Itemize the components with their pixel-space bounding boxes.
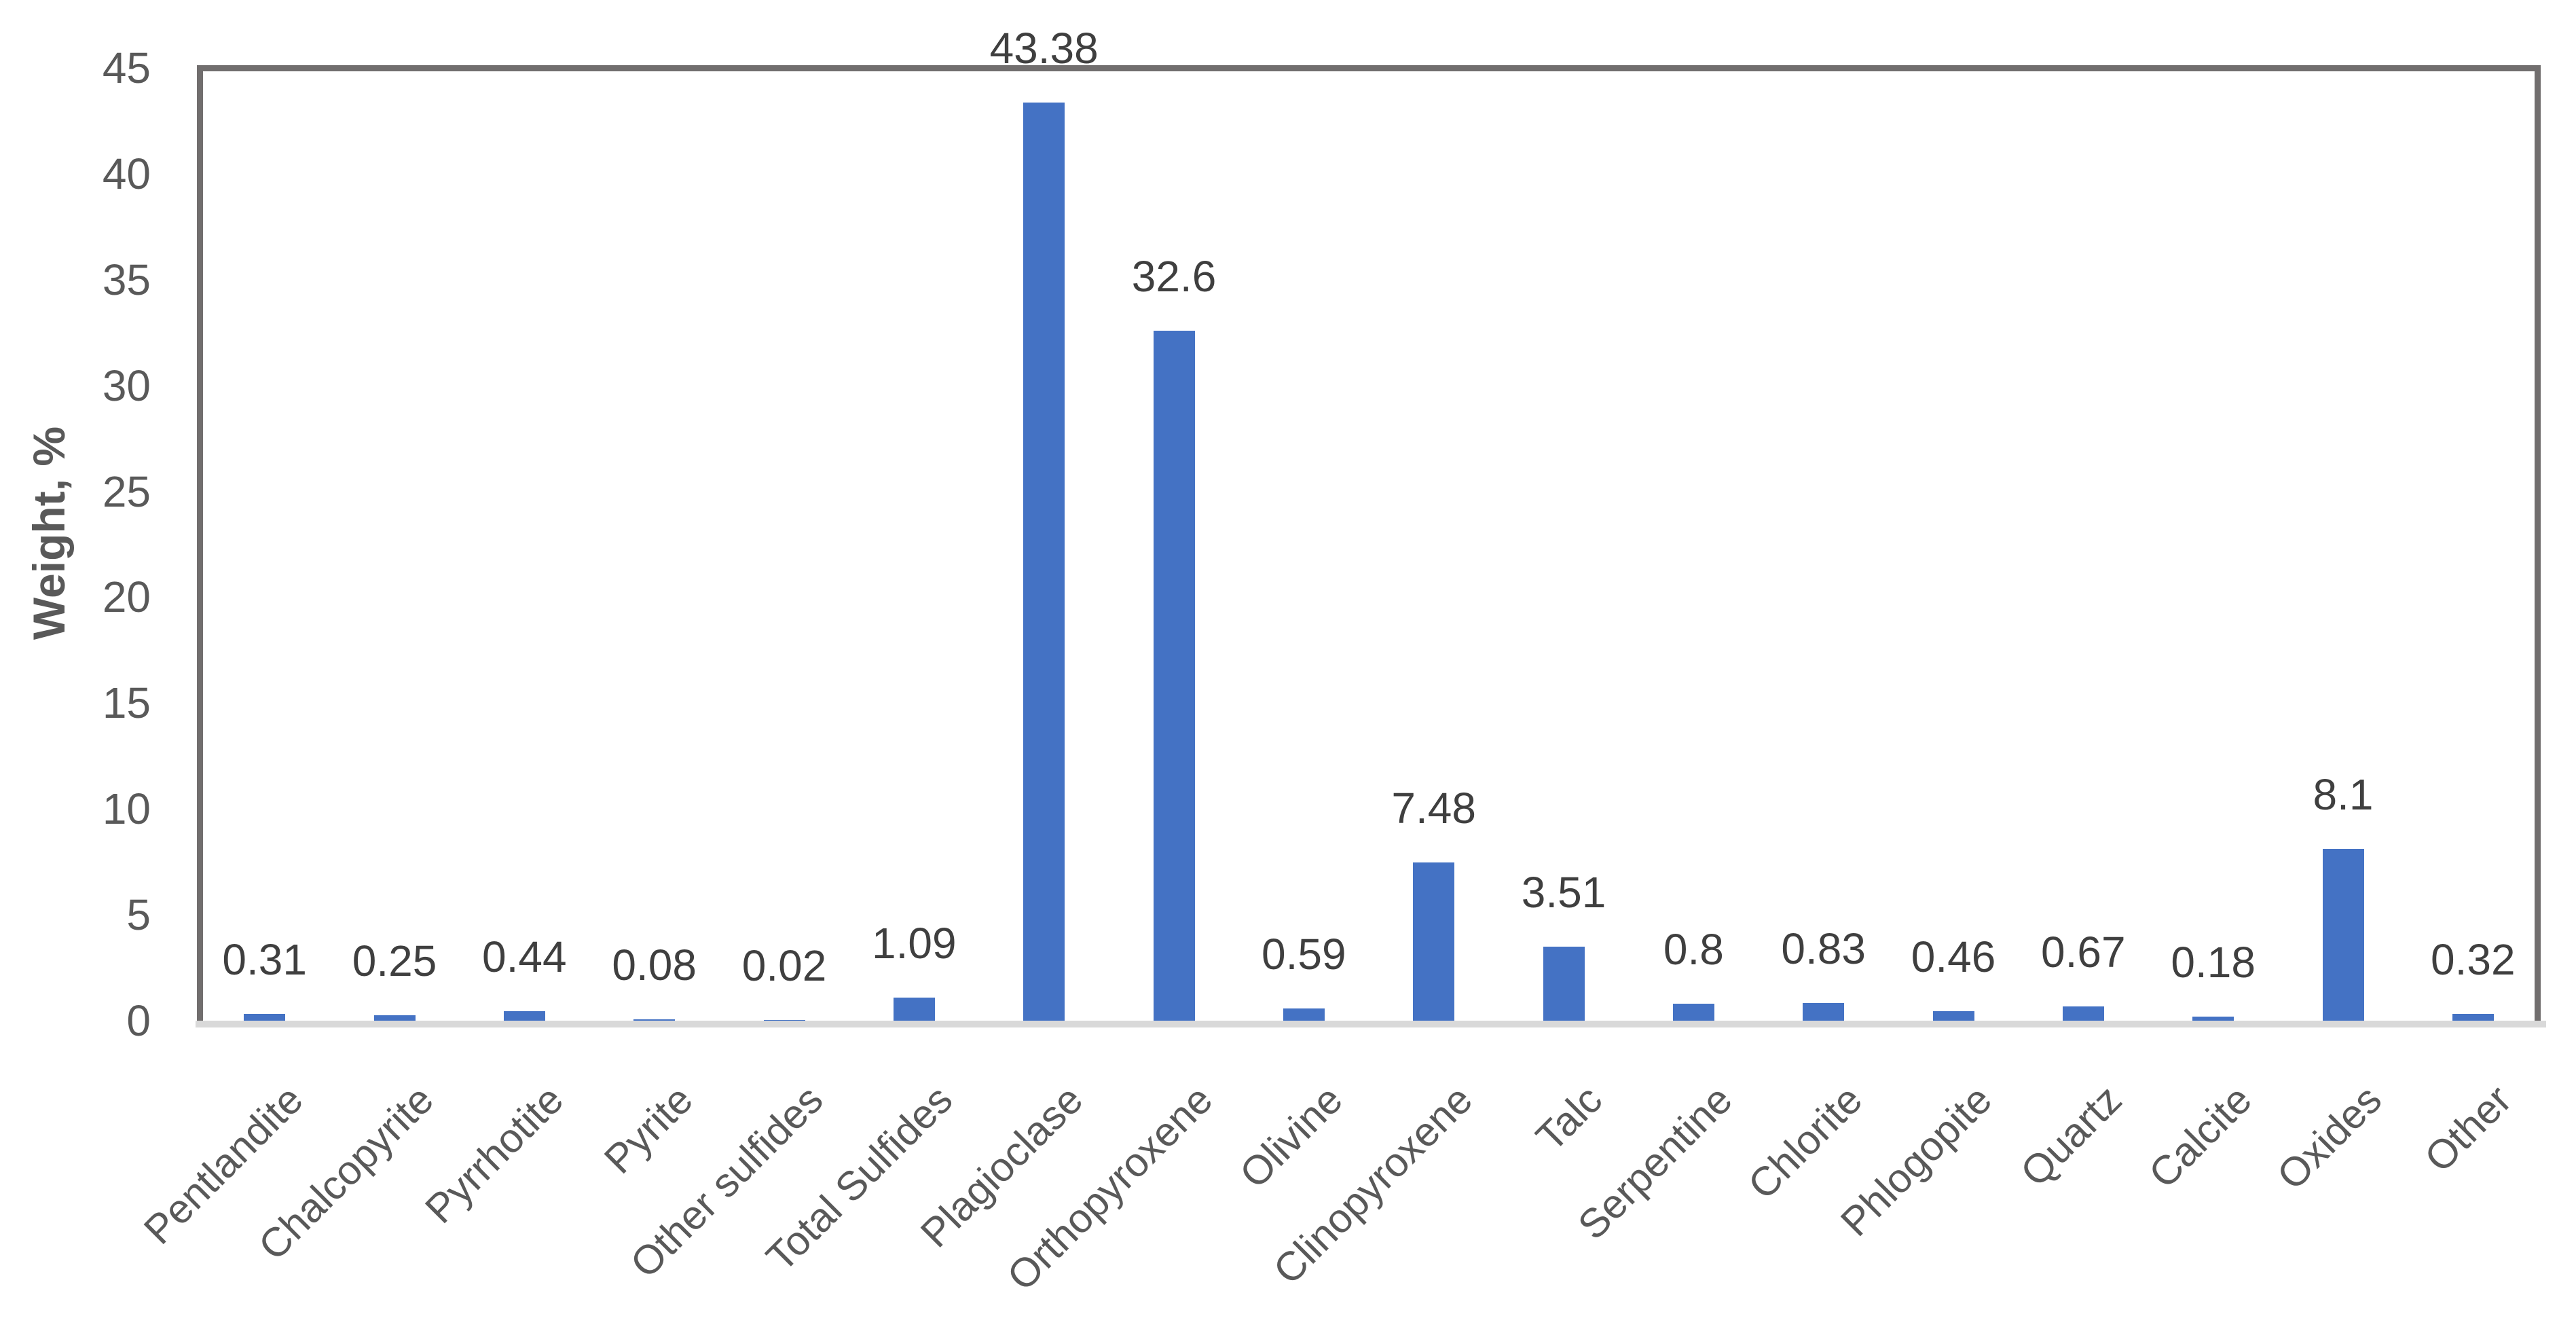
bar-pyrrhotite <box>503 1011 545 1021</box>
y-tick-label: 5 <box>126 890 151 940</box>
value-label-quartz: 0.67 <box>2041 928 2126 977</box>
value-label-chlorite: 0.83 <box>1781 924 1866 973</box>
bar-quartz <box>2062 1006 2104 1021</box>
category-label-calcite: Calcite <box>2140 1076 2261 1197</box>
value-label-plagioclase: 43.38 <box>989 24 1099 73</box>
bar-plagioclase <box>1023 103 1065 1021</box>
value-label-calcite: 0.18 <box>2171 938 2256 987</box>
y-tick-label: 0 <box>126 996 151 1045</box>
bar-chalcopyrite <box>373 1015 416 1021</box>
y-tick-label: 30 <box>102 361 151 410</box>
plot-top-border <box>197 65 2541 71</box>
bar-orthopyroxene <box>1153 331 1195 1021</box>
value-label-pyrite: 0.08 <box>612 941 697 989</box>
value-label-olivine: 0.59 <box>1262 930 1346 979</box>
value-label-phlogopite: 0.46 <box>1911 932 1996 981</box>
category-label-talc: Talc <box>1527 1076 1611 1160</box>
y-tick-label: 25 <box>102 467 151 516</box>
bar-total-sulfides <box>893 998 935 1021</box>
value-label-orthopyroxene: 32.6 <box>1131 252 1217 301</box>
plot-right-border <box>2535 65 2541 1027</box>
y-tick-label: 10 <box>102 784 151 834</box>
category-label-pyrite: Pyrite <box>595 1076 702 1183</box>
y-tick-label: 40 <box>102 149 151 198</box>
category-label-chlorite: Chlorite <box>1739 1076 1871 1208</box>
bar-phlogopite <box>1932 1011 1974 1021</box>
bar-calcite <box>2192 1017 2234 1021</box>
bar-talc <box>1543 947 1585 1021</box>
bar-pyrite <box>633 1019 676 1021</box>
bar-oxides <box>2322 849 2364 1021</box>
value-label-chalcopyrite: 0.25 <box>352 936 437 985</box>
y-tick-label: 45 <box>102 43 151 92</box>
value-label-total-sulfides: 1.09 <box>872 919 957 968</box>
category-label-quartz: Quartz <box>2012 1076 2131 1195</box>
category-label-oxides: Oxides <box>2268 1076 2391 1199</box>
value-label-talc: 3.51 <box>1521 868 1606 917</box>
value-label-pyrrhotite: 0.44 <box>482 932 567 981</box>
bar-chlorite <box>1803 1003 1845 1021</box>
y-tick-label: 15 <box>102 678 151 728</box>
y-axis-line <box>197 65 203 1027</box>
bar-serpentine <box>1672 1004 1714 1021</box>
bar-pentlandite <box>244 1014 286 1021</box>
x-axis-line <box>196 1021 2546 1027</box>
category-label-other: Other <box>2416 1076 2520 1181</box>
bar-clinopyroxene <box>1413 862 1455 1021</box>
bar-other <box>2452 1014 2494 1021</box>
category-label-olivine: Olivine <box>1230 1076 1351 1197</box>
value-label-serpentine: 0.8 <box>1663 925 1724 974</box>
y-tick-label: 35 <box>102 255 151 304</box>
y-tick-label: 20 <box>102 572 151 622</box>
category-label-pyrrhotite: Pyrrhotite <box>416 1076 572 1233</box>
value-label-other: 0.32 <box>2431 935 2516 984</box>
value-label-oxides: 8.1 <box>2313 770 2374 819</box>
bar-other-sulfides <box>763 1020 805 1021</box>
bar-olivine <box>1283 1008 1325 1021</box>
value-label-other-sulfides: 0.02 <box>741 941 827 990</box>
value-label-pentlandite: 0.31 <box>222 935 307 984</box>
value-label-clinopyroxene: 7.48 <box>1391 784 1476 833</box>
